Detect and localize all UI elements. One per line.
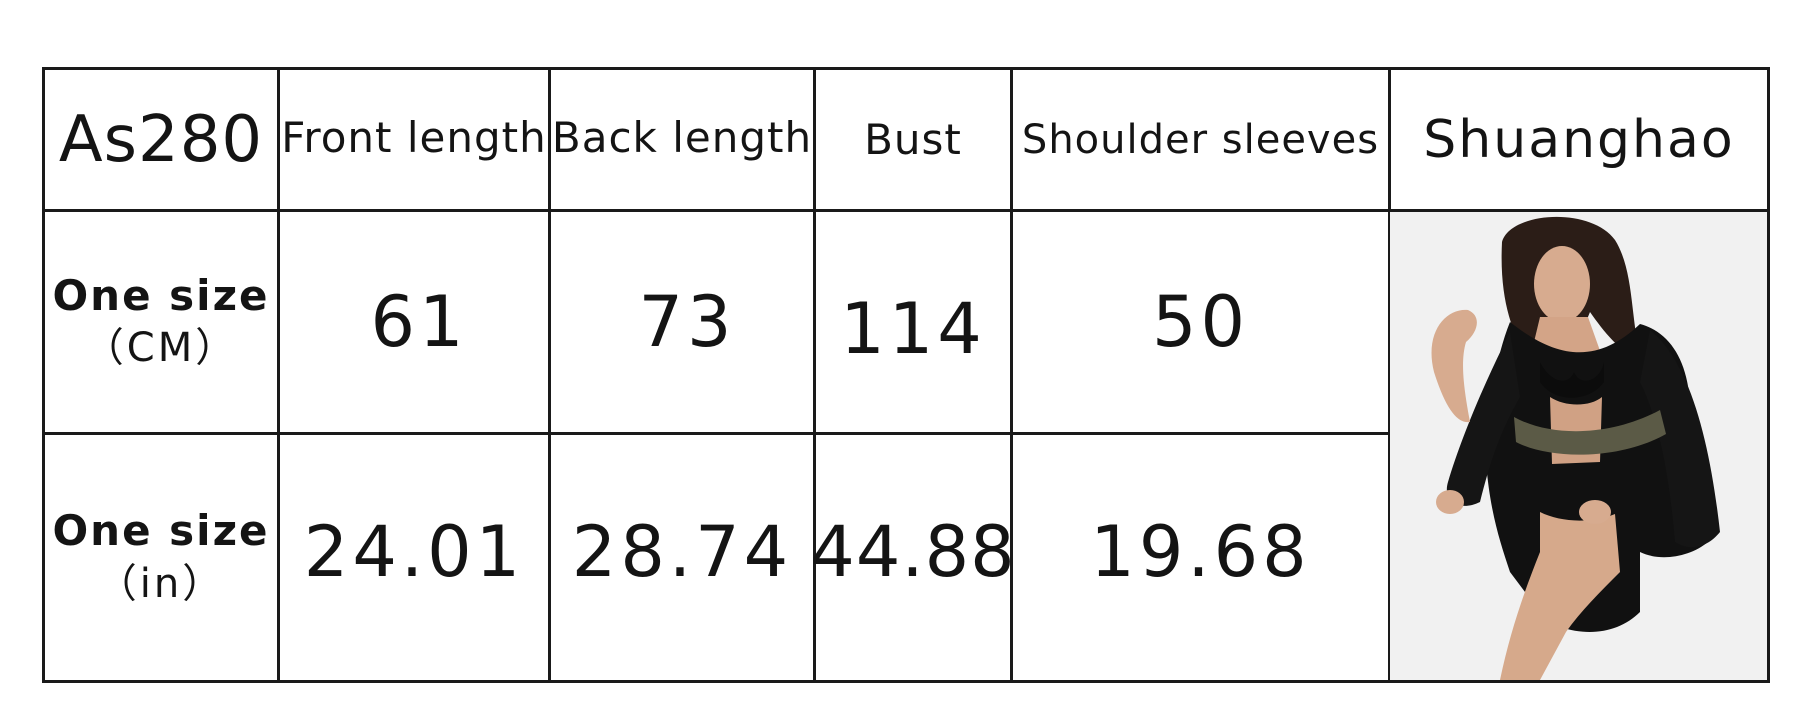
table-border: [1767, 68, 1770, 682]
table-border: [1388, 68, 1391, 682]
value-shoulder-sleeves-in: 19.68: [1090, 510, 1311, 593]
size-label-unit: （CM）: [83, 325, 239, 372]
size-label-main: One size: [52, 506, 270, 556]
value-bust-cm: 114: [840, 288, 986, 370]
value-back-length-in: 28.74: [571, 510, 793, 593]
table-border: [42, 68, 45, 682]
size-label-cm: One size （CM）: [45, 212, 277, 432]
table-border: [42, 67, 1770, 70]
table-border: [1010, 68, 1013, 682]
header-shoulder-sleeves: Shoulder sleeves: [1021, 116, 1380, 163]
size-label-in: One size （in）: [45, 435, 277, 680]
table-border: [277, 68, 280, 682]
header-front-length: Front length: [281, 113, 547, 162]
header-back-length: Back length: [551, 113, 813, 162]
brand-name: Shuanghao: [1423, 109, 1735, 170]
style-code: As280: [58, 102, 264, 177]
table-border: [548, 68, 551, 682]
size-label-unit: （in）: [96, 560, 226, 607]
value-front-length-cm: 61: [370, 281, 468, 363]
value-front-length-in: 24.01: [303, 510, 525, 593]
table-border: [813, 68, 816, 682]
model-wearing-black-kimono-photo: [1390, 212, 1767, 680]
header-bust: Bust: [864, 115, 962, 164]
table-border: [42, 209, 1770, 212]
size-label-main: One size: [52, 270, 270, 320]
value-back-length-cm: 73: [638, 281, 736, 363]
table-border: [42, 680, 1770, 683]
value-bust-in: 44.88: [810, 510, 1016, 593]
table-border: [42, 432, 1391, 435]
value-shoulder-sleeves-cm: 50: [1151, 281, 1250, 363]
